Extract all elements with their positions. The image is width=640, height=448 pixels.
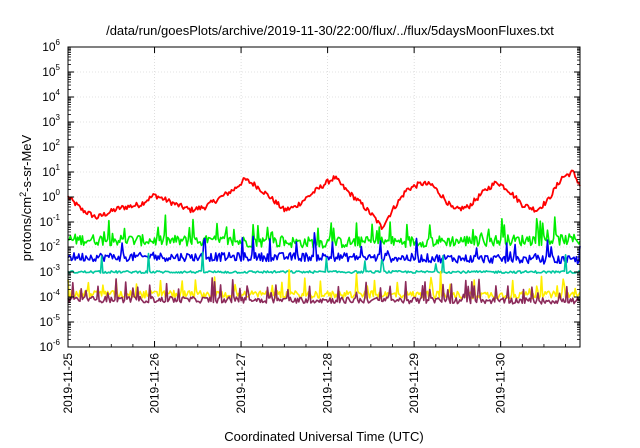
y-tick-exp: -6	[53, 338, 61, 347]
x-tick-label: 2019-11-29	[407, 353, 421, 414]
series-line-3	[67, 232, 581, 265]
y-tick-exp: -1	[53, 213, 61, 222]
y-tick-label: 101	[42, 163, 60, 179]
y-tick-base: 10	[42, 190, 56, 204]
y-tick-base: 10	[42, 65, 56, 79]
y-tick-base: 10	[40, 290, 54, 304]
y-tick-base: 10	[40, 340, 54, 354]
y-axis-ticks: 10-610-510-410-310-210-11001011021031041…	[40, 38, 580, 354]
series-group	[67, 169, 581, 305]
y-tick-base: 10	[40, 240, 54, 254]
y-tick-base: 10	[42, 40, 56, 54]
x-tick-label: 2019-11-28	[321, 353, 335, 414]
y-tick-label: 105	[42, 63, 60, 79]
y-tick-label: 100	[42, 188, 60, 204]
y-tick-label: 10-2	[40, 238, 61, 254]
chart-title: /data/run/goesPlots/archive/2019-11-30/2…	[106, 23, 554, 38]
x-axis-ticks: 2019-11-25 2019-11-26 2019-11-27 2019-11-28…	[61, 47, 566, 414]
y-axis-label: protons/cm2-s-sr-MeV	[18, 134, 34, 261]
y-tick-label: 10-5	[40, 313, 61, 329]
x-tick-label: 2019-11-25	[61, 353, 75, 414]
x-axis-label: Coordinated Universal Time (UTC)	[224, 429, 423, 444]
y-tick-exp: 6	[56, 38, 61, 47]
y-tick-base: 10	[42, 90, 56, 104]
y-tick-base: 10	[40, 265, 54, 279]
y-tick-label: 10-3	[40, 263, 61, 279]
y-tick-label: 104	[42, 88, 60, 104]
y-tick-exp: 4	[56, 88, 61, 97]
y-tick-exp: 0	[56, 188, 61, 197]
y-tick-exp: 2	[56, 138, 61, 147]
series-line-2	[67, 214, 581, 249]
y-axis-label-prefix: protons/cm	[19, 197, 34, 261]
y-axis-label-sup: 2	[18, 192, 28, 197]
y-tick-exp: 3	[56, 113, 61, 122]
y-tick-base: 10	[42, 115, 56, 129]
series-line-1	[67, 169, 581, 231]
y-tick-exp: 1	[56, 163, 61, 172]
y-tick-label: 10-6	[40, 338, 61, 354]
y-tick-exp: 5	[56, 63, 61, 72]
y-tick-base: 10	[42, 165, 56, 179]
y-tick-label: 106	[42, 38, 60, 54]
y-tick-exp: -4	[53, 288, 61, 297]
y-tick-label: 102	[42, 138, 60, 154]
x-tick-label: 2019-11-26	[148, 353, 162, 414]
y-tick-label: 103	[42, 113, 60, 129]
x-tick-label: 2019-11-30	[494, 353, 508, 414]
y-tick-base: 10	[42, 140, 56, 154]
series-line-6	[67, 277, 581, 305]
x-tick-label: 2019-11-27	[234, 353, 248, 414]
y-tick-base: 10	[40, 315, 54, 329]
y-tick-base: 10	[40, 215, 54, 229]
y-tick-exp: -3	[53, 263, 61, 272]
y-tick-label: 10-4	[40, 288, 61, 304]
y-tick-exp: -5	[53, 313, 61, 322]
y-axis-label-suffix: -s-sr-MeV	[19, 134, 34, 191]
y-tick-exp: -2	[53, 238, 61, 247]
y-tick-label: 10-1	[40, 213, 61, 229]
series-line-4	[67, 251, 581, 275]
series-line-5	[67, 268, 581, 300]
